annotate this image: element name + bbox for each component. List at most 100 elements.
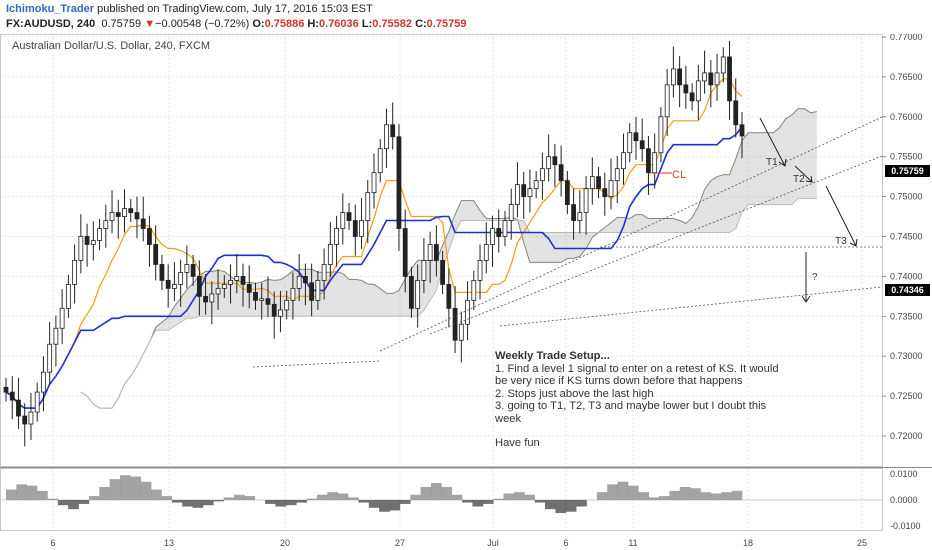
oscillator-bar bbox=[503, 493, 515, 500]
candle-body bbox=[639, 140, 645, 150]
candle-body bbox=[552, 156, 558, 166]
candle-body bbox=[203, 295, 208, 303]
candle-body bbox=[739, 124, 745, 137]
oscillator-bar bbox=[513, 492, 525, 500]
candle-body bbox=[421, 260, 427, 281]
publish-info: published on TradingView.com, July 17, 2… bbox=[94, 3, 373, 15]
oscillator-bar bbox=[607, 484, 618, 500]
oscillator-bar bbox=[679, 486, 691, 500]
close-label: C: bbox=[415, 18, 427, 30]
candle-body bbox=[452, 307, 458, 341]
oscillator-bar bbox=[482, 500, 494, 504]
oscillator-tick-label: 0.0100 bbox=[890, 469, 918, 479]
candle-body bbox=[296, 275, 302, 289]
question-label: ? bbox=[812, 272, 818, 283]
candle-body bbox=[128, 208, 134, 213]
candle-body bbox=[302, 275, 308, 284]
oscillator-bar bbox=[327, 492, 339, 500]
oscillator-bar bbox=[534, 500, 546, 503]
candle-body bbox=[602, 188, 608, 197]
oscillator-bar bbox=[285, 500, 297, 506]
trade-setup-note: Weekly Trade Setup... 1. Find a level 1 … bbox=[495, 350, 795, 450]
candle-body bbox=[502, 220, 508, 237]
y-tick-label: 0.73000 bbox=[890, 351, 923, 361]
x-tick-label: Jul bbox=[487, 538, 499, 548]
candle-body bbox=[564, 180, 570, 205]
oscillator-bar bbox=[441, 486, 453, 500]
x-tick-label: 6 bbox=[563, 538, 568, 548]
y-tick-label: 0.77000 bbox=[890, 34, 923, 42]
candle-body bbox=[327, 244, 333, 265]
x-tick-label: 25 bbox=[857, 538, 867, 548]
oscillator-bar bbox=[47, 498, 59, 500]
candle-body bbox=[159, 264, 165, 281]
oscillator-bar bbox=[524, 494, 535, 500]
candle-body bbox=[621, 152, 626, 170]
oscillator-bar bbox=[493, 498, 504, 500]
senkou-span-a bbox=[80, 108, 817, 409]
oscillator-bar bbox=[431, 483, 442, 500]
candle-body bbox=[72, 260, 78, 285]
candle-body bbox=[583, 188, 589, 213]
cl-label: CL bbox=[672, 169, 686, 181]
candle-body bbox=[290, 287, 296, 301]
candle-body bbox=[240, 275, 246, 285]
oscillator-bar bbox=[565, 500, 577, 512]
candle-body bbox=[147, 228, 152, 245]
candle-body bbox=[627, 132, 633, 154]
y-tick-label: 0.75000 bbox=[890, 192, 923, 202]
candle-body bbox=[103, 220, 109, 229]
low-value: 0.75582 bbox=[372, 18, 412, 30]
oscillator-tick-label: -0.0100 bbox=[890, 521, 921, 531]
candle-body bbox=[652, 152, 658, 174]
target-price-tag: 0.74346 bbox=[885, 284, 930, 296]
candle-body bbox=[402, 228, 408, 277]
candle-body bbox=[278, 309, 283, 317]
candle-body bbox=[515, 184, 520, 205]
oscillator-bar bbox=[389, 500, 401, 511]
candle-body bbox=[365, 192, 371, 221]
oscillator-bar bbox=[171, 500, 183, 503]
oscillator-pane bbox=[0, 475, 882, 514]
candle-body bbox=[47, 343, 53, 373]
oscillator-bar bbox=[659, 496, 670, 500]
price-change: −0.00548 (−0.72%) bbox=[155, 18, 250, 30]
chart-title: Australian Dollar/U.S. Dollar, 240, FXCM bbox=[12, 40, 210, 52]
candle-body bbox=[677, 68, 683, 86]
candle-body bbox=[633, 132, 639, 142]
t2-label: T2 bbox=[793, 174, 805, 185]
note-line: 3. going to T1, T2, T3 and maybe lower b… bbox=[495, 400, 767, 412]
oscillator-bar bbox=[6, 489, 17, 500]
price-chart[interactable]: 0.77000 0.76500 0.76000 0.75500 0.75000 0.745… bbox=[0, 34, 932, 550]
candle-body bbox=[215, 287, 221, 295]
oscillator-bar bbox=[451, 494, 463, 500]
indicator-lines bbox=[5, 78, 817, 409]
oscillator-bar bbox=[700, 492, 712, 500]
candle-body bbox=[433, 244, 439, 261]
y-tick-label: 0.74500 bbox=[890, 232, 923, 242]
oscillator-bar bbox=[26, 485, 38, 500]
author-link[interactable]: Ichimoku_Trader bbox=[6, 3, 95, 15]
candle-body bbox=[384, 124, 389, 150]
oscillator-bar bbox=[410, 494, 421, 500]
t3-arrow bbox=[825, 185, 858, 247]
oscillator-bar bbox=[462, 500, 473, 503]
base-line bbox=[252, 360, 381, 368]
oscillator-bar bbox=[78, 500, 90, 504]
oscillator-bar bbox=[316, 494, 328, 500]
question-arrow bbox=[801, 252, 811, 303]
candle-body bbox=[84, 236, 90, 245]
x-tick-label: 6 bbox=[50, 538, 55, 548]
oscillator-bar bbox=[202, 500, 214, 506]
y-tick-label: 0.73500 bbox=[890, 311, 923, 321]
low-label: L: bbox=[361, 18, 373, 30]
oscillator-bar bbox=[182, 500, 193, 507]
candle-body bbox=[28, 411, 34, 425]
note-line: 2. Stops just above the last high bbox=[495, 387, 654, 400]
x-tick-label: 13 bbox=[164, 538, 174, 548]
open-value: 0.75886 bbox=[264, 18, 305, 30]
candle-body bbox=[614, 168, 620, 182]
oscillator-bar bbox=[88, 496, 100, 500]
tenkan-sen bbox=[5, 78, 743, 409]
candle-body bbox=[115, 212, 121, 217]
